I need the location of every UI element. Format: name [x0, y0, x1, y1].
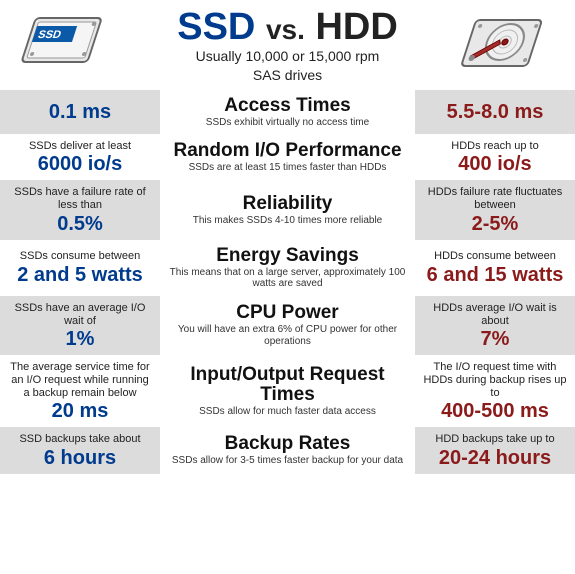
- ssd-value: 0.1 ms: [49, 102, 111, 122]
- hdd-cell: 5.5-8.0 ms: [415, 90, 575, 134]
- hdd-value: 400-500 ms: [441, 401, 549, 421]
- ssd-cell: The average service time for an I/O requ…: [0, 355, 160, 428]
- hdd-lead-text: HDDs consume between: [434, 250, 556, 263]
- subtitle-line1: Usually 10,000 or 15,000 rpm: [122, 48, 453, 65]
- ssd-cell: SSDs have an average I/O wait of1%: [0, 296, 160, 355]
- category-cell: ReliabilityThis makes SSDs 4-10 times mo…: [160, 180, 415, 239]
- ssd-cell: SSDs have a failure rate of less than0.5…: [0, 180, 160, 239]
- title-vs: vs.: [266, 14, 305, 45]
- hdd-cell: The I/O request time with HDDs during ba…: [415, 355, 575, 428]
- ssd-cell: SSD backups take about 6 hours: [0, 427, 160, 473]
- table-row: 0.1 ms Access TimesSSDs exhibit virtually…: [0, 90, 575, 134]
- ssd-value: 20 ms: [52, 401, 109, 421]
- ssd-value: 2 and 5 watts: [17, 265, 143, 285]
- category-title: Input/Output Request Times: [168, 365, 407, 405]
- ssd-lead-text: SSDs consume between: [20, 250, 140, 263]
- table-row: SSDs have an average I/O wait of1%CPU Po…: [0, 296, 575, 355]
- category-cell: Access TimesSSDs exhibit virtually no ac…: [160, 90, 415, 134]
- category-title: Reliability: [243, 194, 333, 214]
- hdd-lead-text: HDDs failure rate fluctuates between: [423, 186, 567, 212]
- hdd-cell: HDDs reach up to400 io/s: [415, 134, 575, 180]
- hdd-value: 5.5-8.0 ms: [447, 102, 544, 122]
- comparison-table: 0.1 ms Access TimesSSDs exhibit virtually…: [0, 90, 575, 474]
- ssd-value: 6 hours: [44, 448, 116, 468]
- hdd-value: 20-24 hours: [439, 448, 551, 468]
- svg-text:SSD: SSD: [36, 29, 62, 41]
- ssd-cell: 0.1 ms: [0, 90, 160, 134]
- hdd-value: 7%: [481, 329, 510, 349]
- category-subtitle: You will have an extra 6% of CPU power f…: [168, 324, 407, 347]
- category-title: Access Times: [224, 96, 350, 116]
- hdd-lead-text: The I/O request time with HDDs during ba…: [423, 361, 567, 401]
- table-row: SSDs have a failure rate of less than0.5…: [0, 180, 575, 239]
- ssd-lead-text: SSDs have an average I/O wait of: [8, 302, 152, 328]
- hdd-cell: HDDs failure rate fluctuates between2-5%: [415, 180, 575, 239]
- ssd-lead-text: SSDs have a failure rate of less than: [8, 186, 152, 212]
- category-subtitle: This means that on a large server, appro…: [168, 267, 407, 290]
- category-subtitle: SSDs allow for 3-5 times faster backup f…: [172, 455, 403, 467]
- category-cell: CPU PowerYou will have an extra 6% of CP…: [160, 296, 415, 355]
- page-title: SSD vs. HDD: [122, 8, 453, 46]
- hdd-value: 6 and 15 watts: [427, 265, 564, 285]
- category-cell: Backup RatesSSDs allow for 3-5 times fas…: [160, 427, 415, 473]
- ssd-cell: SSDs deliver at least6000 io/s: [0, 134, 160, 180]
- hdd-cell: HDDs consume between 6 and 15 watts: [415, 240, 575, 296]
- category-title: Energy Savings: [216, 246, 359, 266]
- header: SSD SSD vs. HDD Usually 10,000 or 15,000…: [0, 0, 575, 90]
- ssd-lead-text: The average service time for an I/O requ…: [8, 361, 152, 401]
- ssd-value: 1%: [66, 329, 95, 349]
- ssd-icon: SSD: [12, 8, 122, 78]
- hdd-icon: [453, 8, 563, 78]
- hdd-lead-text: HDDs average I/O wait is about: [423, 302, 567, 328]
- hdd-lead-text: HDDs reach up to: [451, 140, 538, 153]
- category-title: Random I/O Performance: [173, 141, 401, 161]
- ssd-cell: SSDs consume between 2 and 5 watts: [0, 240, 160, 296]
- ssd-value: 0.5%: [57, 214, 103, 234]
- category-subtitle: SSDs exhibit virtually no access time: [206, 117, 369, 129]
- hdd-cell: HDD backups take up to 20-24 hours: [415, 427, 575, 473]
- ssd-lead-text: SSDs deliver at least: [29, 140, 131, 153]
- category-subtitle: SSDs are at least 15 times faster than H…: [189, 162, 387, 174]
- ssd-lead-text: SSD backups take about: [19, 433, 140, 446]
- hdd-value: 2-5%: [472, 214, 519, 234]
- hdd-lead-text: HDD backups take up to: [435, 433, 554, 446]
- table-row: SSDs deliver at least6000 io/sRandom I/O…: [0, 134, 575, 180]
- table-row: The average service time for an I/O requ…: [0, 355, 575, 428]
- category-subtitle: SSDs allow for much faster data access: [199, 406, 376, 418]
- category-cell: Energy SavingsThis means that on a large…: [160, 240, 415, 296]
- category-cell: Input/Output Request TimesSSDs allow for…: [160, 355, 415, 428]
- category-title: CPU Power: [236, 303, 338, 323]
- title-hdd: HDD: [315, 6, 397, 48]
- hdd-value: 400 io/s: [458, 154, 531, 174]
- category-subtitle: This makes SSDs 4-10 times more reliable: [193, 215, 383, 227]
- hdd-cell: HDDs average I/O wait is about7%: [415, 296, 575, 355]
- category-cell: Random I/O PerformanceSSDs are at least …: [160, 134, 415, 180]
- title-ssd: SSD: [177, 6, 255, 48]
- table-row: SSD backups take about 6 hours Backup Rate…: [0, 427, 575, 473]
- category-title: Backup Rates: [225, 434, 351, 454]
- table-row: SSDs consume between 2 and 5 watts Energy …: [0, 240, 575, 296]
- header-title-block: SSD vs. HDD Usually 10,000 or 15,000 rpm…: [122, 8, 453, 84]
- ssd-value: 6000 io/s: [38, 154, 123, 174]
- subtitle-line2: SAS drives: [122, 67, 453, 84]
